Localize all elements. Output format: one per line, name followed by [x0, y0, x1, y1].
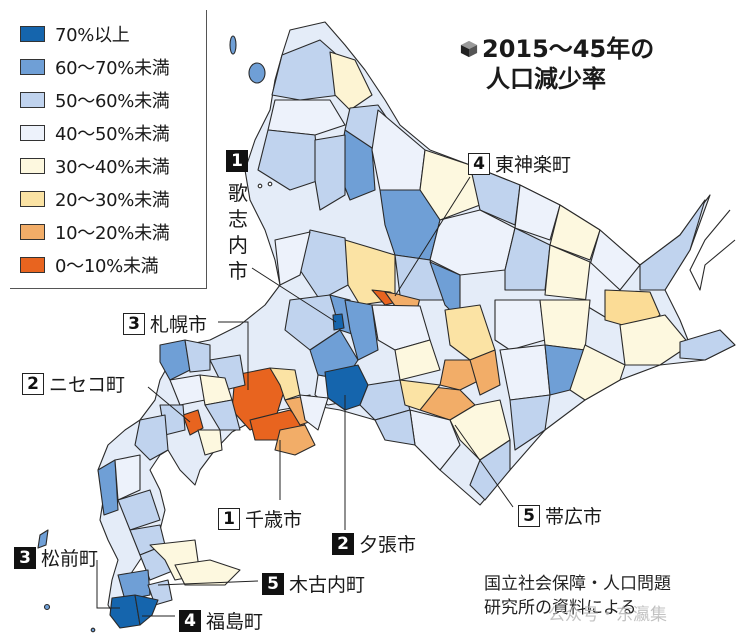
- place-name: 東神楽町: [495, 154, 572, 176]
- map-title: 2015〜45年の: [460, 34, 654, 64]
- source-line-2: 研究所の資料による: [484, 598, 637, 618]
- leader-utashinai: [251, 267, 337, 323]
- legend-swatch: [20, 158, 45, 174]
- rank-badge: 4: [468, 152, 490, 175]
- legend-item-0-10: 0〜10%未満: [20, 250, 159, 280]
- legend-swatch: [20, 125, 45, 141]
- leader-obihiro: [454, 424, 514, 508]
- legend-label: 0〜10%未満: [55, 256, 159, 277]
- callout-niseko: 2 ニセコ町: [22, 370, 125, 397]
- place-name: 松前町: [41, 548, 99, 570]
- leader-higashikagura: [394, 176, 471, 297]
- callout-chitose: 1 千歳市: [218, 505, 302, 532]
- legend-item-40-50: 40〜50%未満: [20, 118, 170, 148]
- place-name: 福島町: [206, 611, 264, 633]
- place-name: 夕張市: [359, 534, 417, 556]
- place-name: 帯広市: [545, 506, 603, 528]
- callout-utashinai-name: 歌志内市: [228, 181, 248, 283]
- place-name: 木古内町: [289, 574, 366, 596]
- source-line-1: 国立社会保障・人口問題: [484, 574, 671, 594]
- legend-item-20-30: 20〜30%未満: [20, 184, 170, 214]
- legend-label: 30〜40%未満: [55, 157, 170, 178]
- callout-matsumae: 3 松前町: [14, 544, 98, 571]
- title-line-2: 人口減少率: [486, 65, 606, 93]
- legend-item-10-20: 10〜20%未満: [20, 217, 170, 247]
- leader-kikonai: [157, 580, 259, 586]
- legend-label: 50〜60%未満: [55, 91, 170, 112]
- leader-niseko: [147, 386, 191, 423]
- legend-swatch: [20, 26, 45, 42]
- callout-sapporo: 3 札幌市: [123, 310, 207, 337]
- rank-badge: 3: [14, 546, 36, 569]
- legend-item-30-40: 30〜40%未満: [20, 151, 170, 181]
- legend-swatch: [20, 257, 45, 273]
- place-name: ニセコ町: [49, 374, 126, 396]
- place-name: 札幌市: [150, 314, 208, 336]
- legend-swatch: [20, 59, 45, 75]
- leader-matsumae: [96, 560, 120, 609]
- callout-kikonai: 5 木古内町: [262, 570, 365, 597]
- legend-item-60-70: 60〜70%未満: [20, 52, 170, 82]
- leader-sapporo: [218, 321, 249, 390]
- legend-item-50-60: 50〜60%未満: [20, 85, 170, 115]
- rank-badge: 4: [179, 609, 201, 632]
- legend-item-70-plus: 70%以上: [20, 19, 130, 49]
- legend-swatch: [20, 191, 45, 207]
- callout-higashikagura: 4 東神楽町: [468, 150, 571, 177]
- rank-badge: 3: [123, 312, 145, 335]
- legend-label: 20〜30%未満: [55, 190, 170, 211]
- legend-label: 40〜50%未満: [55, 124, 170, 145]
- map-legend: 70%以上 60〜70%未満 50〜60%未満 40〜50%未満 30〜40%未…: [10, 10, 207, 289]
- cube-icon: [460, 40, 478, 58]
- legend-label: 60〜70%未満: [55, 58, 170, 79]
- callout-fukushima: 4 福島町: [179, 607, 263, 634]
- callout-utashinai-number: 1: [226, 150, 253, 172]
- rank-badge: 2: [22, 372, 44, 395]
- source-note: 国立社会保障・人口問題 研究所の資料による: [484, 572, 671, 620]
- legend-label: 10〜20%未満: [55, 223, 170, 244]
- legend-swatch: [20, 92, 45, 108]
- rank-badge: 2: [332, 532, 354, 555]
- rank-badge: 1: [218, 507, 240, 530]
- callout-obihiro: 5 帯広市: [518, 502, 602, 529]
- title-line-1: 2015〜45年の: [482, 35, 655, 63]
- place-name: 千歳市: [245, 509, 303, 531]
- legend-label: 70%以上: [55, 25, 130, 46]
- callout-yubari: 2 夕張市: [332, 530, 416, 557]
- rank-badge: 5: [518, 504, 540, 527]
- watermark: 公众号・东瀛集: [548, 605, 667, 625]
- rank-badge: 5: [262, 572, 284, 595]
- rank-badge: 1: [226, 150, 248, 172]
- legend-swatch: [20, 224, 45, 240]
